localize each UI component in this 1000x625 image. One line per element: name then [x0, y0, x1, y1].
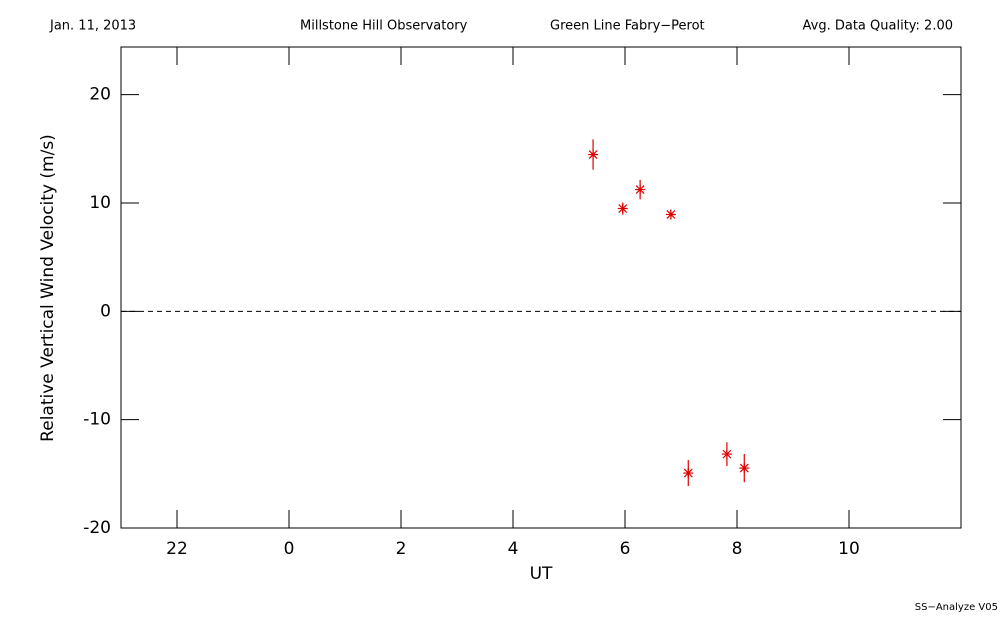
- plot-frame: [120, 46, 962, 529]
- point: [588, 149, 599, 160]
- observatory: Millstone Hill Observatory: [300, 19, 468, 34]
- x-tick-label: 6: [620, 539, 631, 559]
- point: [739, 463, 750, 474]
- x-tick-label: 8: [732, 539, 743, 559]
- quality: Avg. Data Quality: 2.00: [803, 19, 953, 34]
- asterisk-stroke: [588, 150, 598, 159]
- x-tick-label: 2: [396, 539, 407, 559]
- instrument: Green Line Fabry−Perot: [550, 19, 705, 34]
- asterisk-stroke: [635, 185, 645, 194]
- point: [665, 209, 676, 220]
- asterisk-stroke: [683, 468, 693, 478]
- x-tick-label: 0: [284, 539, 295, 559]
- x-axis-label: UT: [530, 564, 553, 584]
- point: [683, 468, 694, 479]
- y-tick-label: -10: [83, 410, 111, 430]
- asterisk-stroke: [722, 449, 732, 459]
- footer: SS−Analyze V05: [915, 602, 998, 613]
- asterisk-stroke: [666, 210, 676, 219]
- x-tick-label: 4: [508, 539, 519, 559]
- y-tick-label: 0: [100, 301, 111, 321]
- x-tick-label: 10: [838, 539, 860, 559]
- point: [635, 184, 646, 195]
- asterisk-stroke: [618, 204, 628, 213]
- x-tick-label: 22: [166, 539, 188, 559]
- date: Jan. 11, 2013: [49, 19, 136, 34]
- y-tick-label: 10: [89, 193, 111, 213]
- point: [617, 203, 628, 214]
- point: [721, 449, 732, 460]
- y-axis-label: Relative Vertical Wind Velocity (m/s): [38, 134, 58, 442]
- y-tick-label: 20: [89, 85, 111, 105]
- y-tick-label: -20: [83, 518, 111, 538]
- asterisk-stroke: [739, 463, 749, 473]
